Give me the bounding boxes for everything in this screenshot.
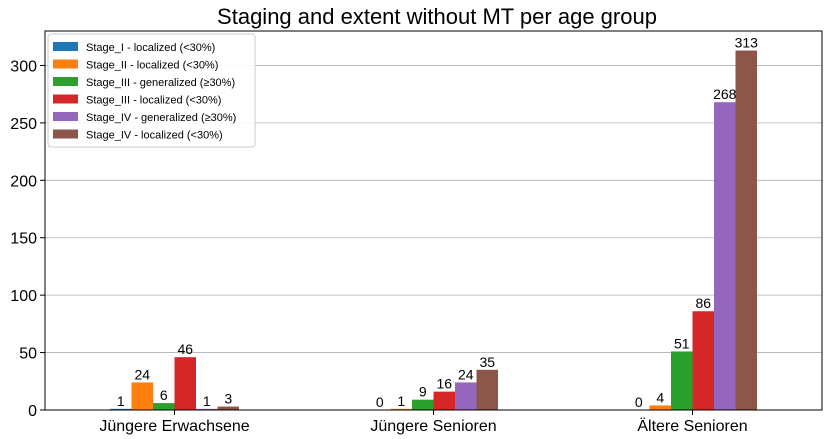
bar — [412, 399, 434, 410]
y-tick-label: 50 — [19, 346, 37, 363]
x-tick-label: Jüngere Erwachsene — [99, 418, 249, 435]
bar-value-label: 0 — [376, 394, 384, 410]
bar — [196, 408, 218, 410]
y-tick-label: 250 — [10, 116, 37, 133]
legend: Stage_I - localized (<30%) Stage_II - loc… — [47, 33, 256, 148]
y-tick-label: 100 — [10, 288, 37, 305]
x-tick-label: Jüngere Senioren — [370, 418, 496, 435]
bar — [692, 311, 714, 410]
bar — [671, 351, 693, 410]
bar-value-label: 0 — [635, 394, 643, 410]
legend-swatch — [53, 77, 78, 86]
bar — [217, 406, 239, 410]
bar-value-label: 51 — [674, 335, 690, 351]
legend-swatch — [53, 94, 78, 104]
legend-entry-label: Stage_II - localized (<30%) — [86, 60, 218, 72]
bar-value-label: 24 — [134, 366, 150, 382]
bar-value-label: 1 — [203, 393, 211, 409]
bar — [131, 382, 153, 410]
bar-value-label: 4 — [656, 389, 664, 405]
bar — [455, 382, 477, 410]
x-tick-label: Ältere Senioren — [637, 417, 747, 435]
legend-entry-label: Stage_IV - generalized (≥30%) — [86, 112, 236, 124]
bar-value-label: 16 — [436, 376, 452, 392]
bar-value-label: 313 — [735, 35, 759, 51]
bar-value-label: 1 — [397, 393, 405, 409]
legend-entry-label: Stage_III - generalized (≥30%) — [86, 77, 235, 89]
bar — [174, 357, 196, 410]
y-tick-label: 300 — [10, 58, 37, 75]
legend-entry-label: Stage_IV - localized (<30%) — [86, 130, 223, 142]
bar-value-label: 3 — [224, 391, 232, 407]
bar — [153, 403, 175, 410]
bar — [714, 102, 736, 411]
bar — [649, 405, 671, 410]
bar-value-label: 24 — [458, 366, 474, 382]
y-tick-label: 0 — [28, 403, 37, 420]
y-tick-label: 150 — [10, 231, 37, 248]
bar-value-label: 9 — [419, 384, 427, 400]
chart-title: Staging and extent without MT per age gr… — [217, 4, 657, 29]
legend-swatch — [53, 42, 78, 51]
bar-value-label: 6 — [160, 387, 168, 403]
bar-value-label: 268 — [713, 86, 737, 102]
legend-entry-label: Stage_III - localized (<30%) — [86, 95, 221, 107]
legend-swatch — [53, 129, 78, 139]
legend-box — [47, 33, 256, 148]
bar — [476, 369, 498, 410]
legend-swatch — [53, 59, 78, 69]
bar — [390, 408, 412, 410]
legend-entry-label: Stage_I - localized (<30%) — [86, 42, 215, 54]
bar — [433, 391, 455, 410]
bar-value-label: 46 — [177, 341, 193, 357]
bar-value-label: 35 — [479, 354, 495, 370]
legend-swatch — [53, 112, 78, 121]
y-tick-label: 200 — [10, 173, 37, 190]
bar-value-label: 1 — [117, 393, 125, 409]
plot-frame — [44, 30, 823, 411]
bar — [110, 408, 132, 410]
bar-value-label: 86 — [695, 295, 711, 311]
bars-layer — [110, 50, 757, 411]
bar — [735, 50, 757, 411]
